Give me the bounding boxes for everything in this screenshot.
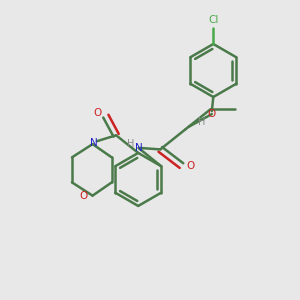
Text: N: N — [135, 143, 142, 153]
Text: Cl: Cl — [208, 15, 218, 26]
Text: H: H — [127, 140, 134, 149]
Text: H: H — [198, 117, 205, 127]
Text: O: O — [94, 108, 102, 118]
Text: N: N — [90, 138, 98, 148]
Text: O: O — [208, 109, 216, 119]
Text: O: O — [79, 190, 87, 201]
Text: O: O — [186, 160, 194, 171]
